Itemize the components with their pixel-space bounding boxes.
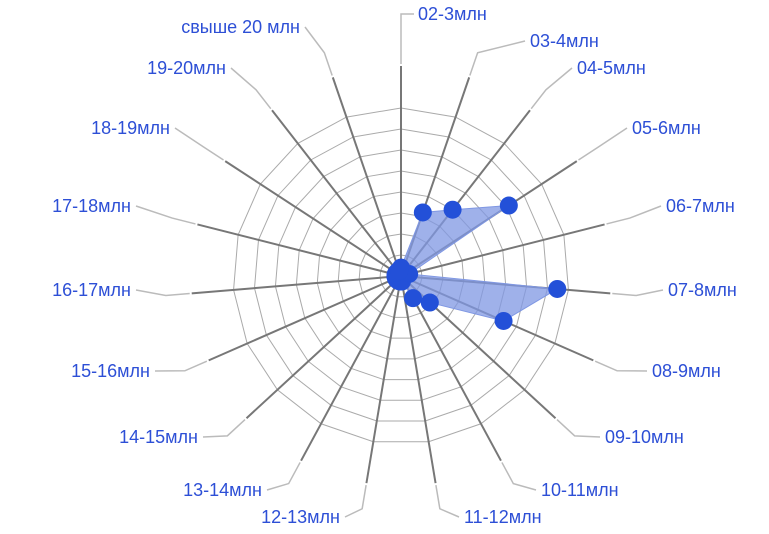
label-leader xyxy=(154,360,208,372)
label-leader xyxy=(435,484,460,518)
data-point-03-4млн[interactable] xyxy=(413,203,432,222)
radar-spoke xyxy=(271,109,402,277)
label-leader xyxy=(578,127,628,161)
category-label: 06-7млн xyxy=(666,196,735,216)
series-points xyxy=(386,196,567,330)
label-leader xyxy=(174,127,224,161)
grid-ring xyxy=(233,107,569,443)
radar-spoke xyxy=(400,275,437,484)
label-leader xyxy=(530,67,573,110)
label-leader xyxy=(594,360,648,372)
grid-ring xyxy=(337,212,465,339)
label-leader xyxy=(230,67,272,110)
category-label: 18-19млн xyxy=(91,118,170,138)
data-point-свыше 20 млн[interactable] xyxy=(390,261,409,280)
category-label: 10-11млн xyxy=(541,480,619,500)
category-label: 08-9млн xyxy=(652,361,721,381)
label-leader xyxy=(266,462,301,491)
category-label: 12-13млн xyxy=(261,507,340,527)
category-label: 05-6млн xyxy=(632,118,701,138)
radar-spoke xyxy=(331,77,402,277)
category-label: свыше 20 млн xyxy=(181,17,300,37)
label-leader xyxy=(606,205,662,225)
category-labels: 02-3млн 03-4млн 04-5млн 05-6млн 06-7млн 07-8м… xyxy=(52,4,737,527)
category-label: 14-15млн xyxy=(119,427,198,447)
data-point-10-11млн[interactable] xyxy=(403,289,422,308)
category-label: 11-12млн xyxy=(464,507,542,527)
grid-ring xyxy=(316,191,486,360)
radar-spoke xyxy=(197,223,402,277)
label-leaders xyxy=(135,13,664,518)
radar-spoke xyxy=(191,275,402,295)
category-label: 04-5млн xyxy=(577,58,646,78)
label-leader xyxy=(344,484,367,518)
grid-ring xyxy=(253,128,549,422)
category-label: 17-18млн xyxy=(52,196,131,216)
label-leader xyxy=(400,13,414,64)
label-leader xyxy=(501,462,537,491)
category-label: 15-16млн xyxy=(71,361,150,381)
category-label: 13-14млн xyxy=(183,480,262,500)
data-point-08-9млн[interactable] xyxy=(494,311,513,330)
category-label: 02-3млн xyxy=(418,4,487,24)
label-leader xyxy=(135,289,190,297)
label-leader xyxy=(556,419,601,438)
data-point-09-10млн[interactable] xyxy=(420,293,439,312)
data-point-04-5млн[interactable] xyxy=(443,200,462,219)
category-label: 19-20млн xyxy=(147,58,226,78)
label-leader xyxy=(612,289,664,297)
radar-spoke xyxy=(400,275,502,462)
category-label: 07-8млн xyxy=(668,280,737,300)
grid-ring xyxy=(295,170,507,381)
radar-spoke xyxy=(245,275,402,419)
label-leader xyxy=(202,419,246,438)
category-label: 03-4млн xyxy=(530,31,599,51)
radar-spoke xyxy=(300,275,402,462)
label-leader xyxy=(304,26,333,76)
data-point-07-8млн[interactable] xyxy=(548,279,567,298)
label-leader xyxy=(469,40,526,76)
category-label: 09-10млн xyxy=(605,427,684,447)
label-leader xyxy=(135,205,196,225)
radar-spoke xyxy=(400,223,605,277)
radar-spoke xyxy=(365,275,402,484)
radar-spoke xyxy=(224,160,402,277)
radar-spoke xyxy=(208,275,402,362)
category-label: 16-17млн xyxy=(52,280,131,300)
data-point-05-6млн[interactable] xyxy=(499,196,518,215)
